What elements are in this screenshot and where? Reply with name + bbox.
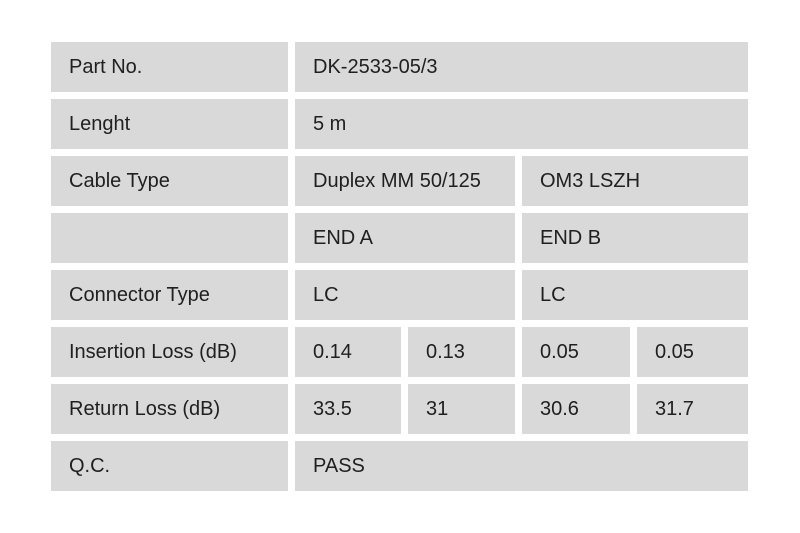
return-loss-end-a-fiber1-cell: 33.5 [295,384,401,434]
connector-type-end-b-cell: LC [522,270,748,320]
insertion-loss-end-a-fiber2-cell: 0.13 [408,327,515,377]
qc-test-table: Part No. DK-2533-05/3 Lenght 5 m Cable T… [51,42,748,491]
length-value-cell: 5 m [295,99,748,149]
cable-type-label-cell: Cable Type [51,156,288,206]
return-loss-end-b-fiber1-cell: 30.6 [522,384,630,434]
cable-type-value-cell-a: Duplex MM 50/125 [295,156,515,206]
length-label-cell: Lenght [51,99,288,149]
return-loss-end-a-fiber2-cell: 31 [408,384,515,434]
qc-result-cell: PASS [295,441,748,491]
connector-type-label-cell: Connector Type [51,270,288,320]
connector-type-end-a-cell: LC [295,270,515,320]
insertion-loss-end-a-fiber1-cell: 0.14 [295,327,401,377]
end-a-header-cell: END A [295,213,515,263]
insertion-loss-end-b-fiber2-cell: 0.05 [637,327,748,377]
cable-type-value-cell-b: OM3 LSZH [522,156,748,206]
return-loss-label-cell: Return Loss (dB) [51,384,288,434]
ends-header-empty-cell [51,213,288,263]
insertion-loss-end-b-fiber1-cell: 0.05 [522,327,630,377]
return-loss-end-b-fiber2-cell: 31.7 [637,384,748,434]
part-no-value-cell: DK-2533-05/3 [295,42,748,92]
part-no-label-cell: Part No. [51,42,288,92]
qc-label-cell: Q.C. [51,441,288,491]
insertion-loss-label-cell: Insertion Loss (dB) [51,327,288,377]
end-b-header-cell: END B [522,213,748,263]
